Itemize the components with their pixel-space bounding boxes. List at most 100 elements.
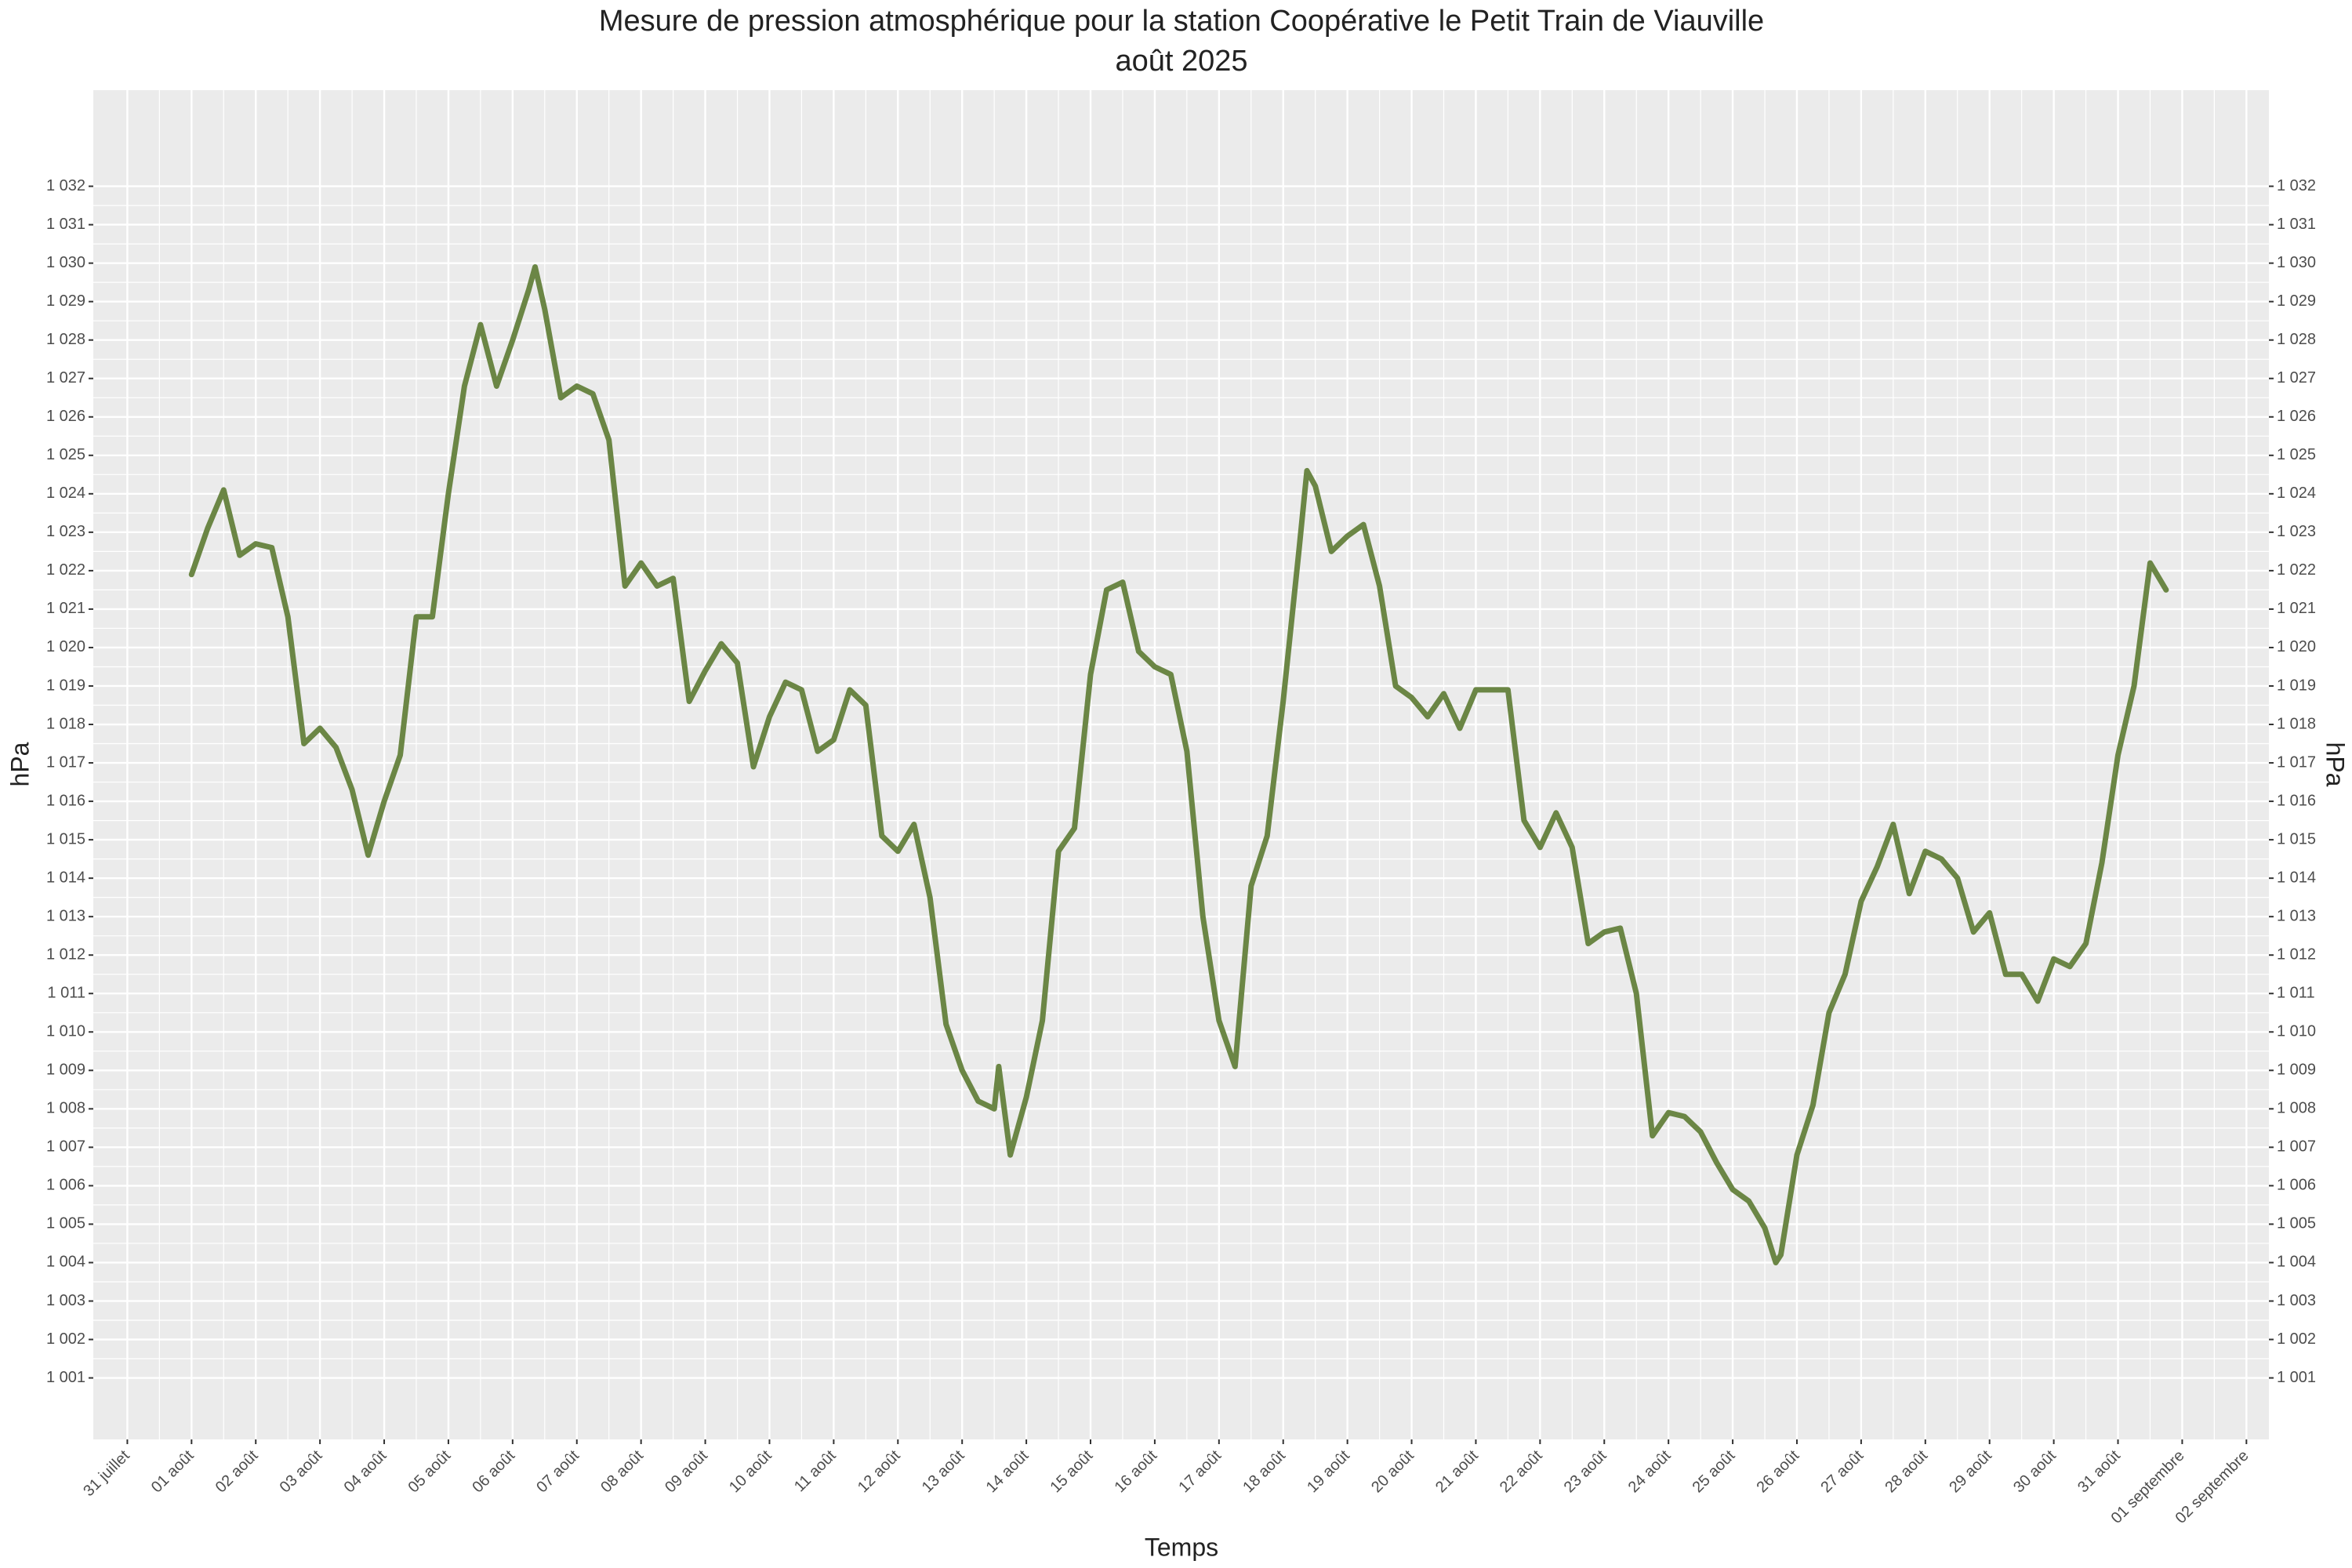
- y2-tick-label: 1 011: [2277, 985, 2315, 1002]
- y-tick-label: 1 019: [46, 677, 85, 694]
- x-tick-label: 10 août: [726, 1446, 775, 1496]
- y2-tick-label: 1 006: [2277, 1177, 2316, 1194]
- y2-tick-label: 1 031: [2277, 216, 2316, 233]
- y-tick-label: 1 026: [46, 408, 85, 425]
- y2-tick-label: 1 009: [2277, 1062, 2316, 1079]
- x-tick-label: 03 août: [277, 1446, 326, 1496]
- plot-background: [93, 90, 2269, 1439]
- y-tick-label: 1 003: [46, 1292, 85, 1309]
- y2-tick-label: 1 025: [2277, 446, 2316, 463]
- y-tick-label: 1 025: [46, 446, 85, 463]
- y2-tick-label: 1 012: [2277, 946, 2316, 963]
- y2-tick-label: 1 030: [2277, 254, 2316, 271]
- y-tick-label: 1 024: [46, 485, 85, 502]
- x-tick-label: 06 août: [469, 1446, 518, 1496]
- x-axis-title: Temps: [1145, 1533, 1218, 1561]
- y-tick-label: 1 013: [46, 907, 85, 924]
- y2-tick-label: 1 007: [2277, 1138, 2316, 1156]
- y-tick-label: 1 016: [46, 792, 85, 809]
- x-tick-label: 13 août: [919, 1446, 968, 1496]
- y2-tick-label: 1 020: [2277, 638, 2316, 655]
- y2-tick-label: 1 017: [2277, 753, 2316, 771]
- y-tick-label: 1 020: [46, 638, 85, 655]
- x-tick-label: 08 août: [597, 1446, 647, 1496]
- x-tick-label: 05 août: [405, 1446, 454, 1496]
- y-tick-label: 1 014: [46, 869, 85, 886]
- y-tick-label: 1 027: [46, 369, 85, 387]
- y2-tick-label: 1 013: [2277, 907, 2316, 924]
- x-tick-label: 17 août: [1175, 1446, 1225, 1496]
- x-tick-label: 31 août: [2074, 1446, 2124, 1496]
- y-tick-label: 1 002: [46, 1330, 85, 1348]
- y2-tick-label: 1 004: [2277, 1254, 2316, 1271]
- y2-tick-label: 1 003: [2277, 1292, 2316, 1309]
- chart-subtitle: août 2025: [1115, 45, 1247, 78]
- y-tick-label: 1 030: [46, 254, 85, 271]
- x-tick-label: 25 août: [1690, 1446, 1739, 1496]
- x-tick-label: 29 août: [1946, 1446, 1995, 1496]
- y2-tick-label: 1 026: [2277, 408, 2316, 425]
- y2-tick-label: 1 008: [2277, 1100, 2316, 1117]
- x-tick-label: 27 août: [1817, 1446, 1867, 1496]
- y-tick-label: 1 029: [46, 292, 85, 310]
- y-tick-label: 1 032: [46, 177, 85, 194]
- x-tick-label: 20 août: [1368, 1446, 1417, 1496]
- y-tick-label: 1 005: [46, 1215, 85, 1232]
- x-tick-label: 23 août: [1561, 1446, 1610, 1496]
- y-tick-label: 1 031: [46, 216, 85, 233]
- x-tick-label: 19 août: [1304, 1446, 1353, 1496]
- x-tick-label: 02 août: [212, 1446, 262, 1496]
- y2-tick-label: 1 001: [2277, 1369, 2316, 1386]
- x-tick-label: 15 août: [1047, 1446, 1097, 1496]
- y-tick-label: 1 017: [46, 753, 85, 771]
- y-axis-title: hPa: [5, 742, 34, 786]
- x-tick-label: 28 août: [1882, 1446, 1931, 1496]
- y-tick-label: 1 008: [46, 1100, 85, 1117]
- y-tick-label: 1 001: [46, 1369, 85, 1386]
- x-tick-label: 11 août: [791, 1446, 840, 1495]
- y-tick-label: 1 021: [46, 600, 85, 617]
- y-tick-label: 1 010: [46, 1023, 85, 1040]
- y-tick-label: 1 023: [46, 523, 85, 540]
- y-tick-label: 1 006: [46, 1177, 85, 1194]
- y2-tick-label: 1 021: [2277, 600, 2316, 617]
- y-tick-label: 1 022: [46, 561, 85, 579]
- y2-tick-label: 1 024: [2277, 485, 2316, 502]
- y2-tick-label: 1 018: [2277, 715, 2316, 732]
- x-tick-label: 22 août: [1497, 1446, 1546, 1496]
- x-tick-label: 21 août: [1432, 1446, 1482, 1496]
- x-tick-label: 18 août: [1240, 1446, 1289, 1496]
- y2-tick-label: 1 023: [2277, 523, 2316, 540]
- y2-tick-label: 1 022: [2277, 561, 2316, 579]
- x-tick-label: 31 juillet: [80, 1446, 133, 1500]
- x-tick-label: 07 août: [533, 1446, 583, 1496]
- x-tick-label: 30 août: [2010, 1446, 2060, 1496]
- y2-tick-label: 1 016: [2277, 792, 2316, 809]
- y-tick-label: 1 028: [46, 331, 85, 348]
- x-tick-label: 16 août: [1111, 1446, 1160, 1496]
- y2-tick-label: 1 010: [2277, 1023, 2316, 1040]
- y-tick-label: 1 004: [46, 1254, 85, 1271]
- x-tick-label: 01 août: [148, 1446, 198, 1496]
- y-tick-label: 1 007: [46, 1138, 85, 1156]
- y2-tick-label: 1 032: [2277, 177, 2316, 194]
- y-tick-label: 1 009: [46, 1062, 85, 1079]
- y2-tick-label: 1 015: [2277, 830, 2316, 848]
- x-tick-label: 14 août: [983, 1446, 1033, 1496]
- x-tick-label: 04 août: [341, 1446, 390, 1496]
- x-tick-label: 12 août: [855, 1446, 904, 1496]
- y-tick-label: 1 018: [46, 715, 85, 732]
- y-tick-label: 1 015: [46, 830, 85, 848]
- y2-tick-label: 1 028: [2277, 331, 2316, 348]
- y2-tick-label: 1 027: [2277, 369, 2316, 387]
- y2-tick-label: 1 005: [2277, 1215, 2316, 1232]
- y2-axis-title: hPa: [2321, 742, 2350, 787]
- x-tick-label: 24 août: [1625, 1446, 1675, 1496]
- y-tick-label: 1 011: [47, 985, 85, 1002]
- y2-tick-label: 1 019: [2277, 677, 2316, 694]
- y-tick-label: 1 012: [46, 946, 85, 963]
- y2-tick-label: 1 029: [2277, 292, 2316, 310]
- x-tick-label: 09 août: [662, 1446, 711, 1496]
- y2-tick-label: 1 002: [2277, 1330, 2316, 1348]
